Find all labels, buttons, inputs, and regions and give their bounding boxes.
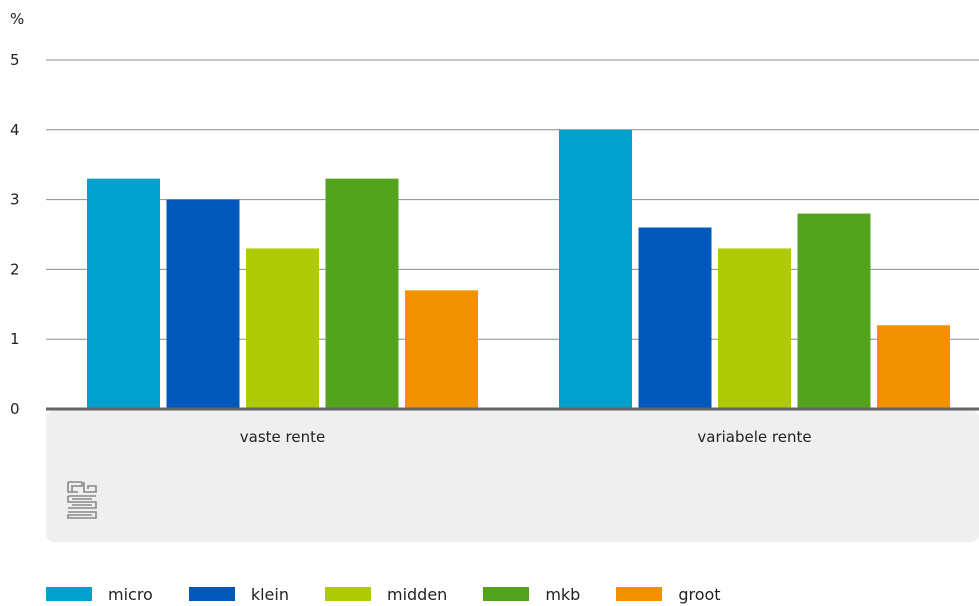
- bar-klein-variabele-rente: [638, 227, 712, 409]
- bar-micro-variabele-rente: [559, 129, 632, 410]
- y-tick-labels: 0 1 2 3 4 5: [10, 51, 20, 418]
- legend-item-midden: midden: [324, 584, 448, 604]
- y-tick-label: 5: [10, 51, 20, 69]
- legend-label: mkb: [545, 584, 581, 604]
- legend-label: midden: [386, 584, 448, 604]
- legend-swatch: [46, 587, 92, 601]
- legend-item-mkb: mkb: [483, 585, 580, 604]
- bar-groot-variabele-rente: [877, 325, 950, 409]
- bars: [87, 129, 950, 410]
- y-tick-label: 4: [10, 121, 20, 139]
- legend-item-groot: groot: [616, 584, 721, 604]
- category-panel: [46, 410, 979, 542]
- category-labels: vaste rente variabele rente: [240, 428, 812, 446]
- legend-label: klein: [250, 584, 289, 604]
- cbs-logo-icon: cbs: [67, 481, 97, 519]
- bar-mkb-variabele-rente: [797, 213, 871, 409]
- bar-midden-variabele-rente: [718, 248, 791, 409]
- y-tick-label: 0: [10, 400, 20, 418]
- category-label: variabele rente: [697, 428, 811, 446]
- bar-groot-vaste-rente: [405, 290, 478, 409]
- bar-chart: 0 1 2 3 4 5 % vaste rente variabele rente cbs: [10, 10, 979, 542]
- legend-item-klein: klein: [188, 584, 289, 604]
- legend-swatch: [324, 587, 371, 601]
- bar-mkb-vaste-rente: [325, 178, 399, 409]
- legend-swatch: [616, 587, 663, 601]
- legend: micro klein midden mkb groot: [46, 582, 757, 606]
- y-tick-label: 3: [10, 191, 20, 209]
- bar-midden-vaste-rente: [246, 248, 319, 409]
- legend-item-micro: micro: [46, 585, 153, 604]
- bar-klein-vaste-rente: [166, 199, 240, 409]
- legend-swatch: [188, 587, 235, 601]
- legend-swatch: [483, 587, 530, 601]
- y-tick-label: 1: [10, 330, 20, 348]
- legend-label: groot: [678, 584, 721, 604]
- y-tick-label: 2: [10, 260, 20, 278]
- bar-micro-vaste-rente: [87, 178, 160, 409]
- category-label: vaste rente: [240, 428, 325, 446]
- legend-label: micro: [108, 584, 153, 604]
- y-axis-unit: %: [10, 10, 24, 28]
